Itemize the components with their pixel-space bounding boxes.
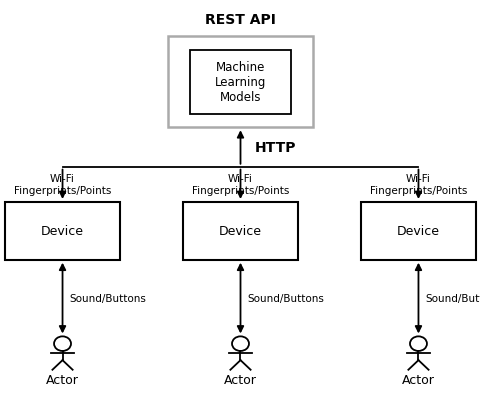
Text: Wi-Fi
Fingerprints/Points: Wi-Fi Fingerprints/Points	[14, 174, 111, 196]
Text: Sound/Buttons: Sound/Buttons	[425, 293, 480, 304]
Text: Sound/Buttons: Sound/Buttons	[70, 293, 146, 304]
Text: Actor: Actor	[224, 373, 256, 386]
Bar	[360, 202, 475, 260]
Bar	[5, 202, 120, 260]
Bar	[182, 202, 298, 260]
Bar	[190, 50, 290, 114]
Text: Actor: Actor	[46, 373, 79, 386]
Text: Machine
Learning
Models: Machine Learning Models	[215, 61, 265, 104]
Text: Device: Device	[41, 225, 84, 238]
Text: Device: Device	[396, 225, 439, 238]
Text: Device: Device	[218, 225, 262, 238]
Text: Wi-Fi
Fingerprints/Points: Wi-Fi Fingerprints/Points	[192, 174, 288, 196]
Text: HTTP: HTTP	[254, 141, 296, 154]
Text: REST API: REST API	[204, 13, 276, 27]
Text: Actor: Actor	[401, 373, 434, 386]
Text: Sound/Buttons: Sound/Buttons	[247, 293, 324, 304]
Text: Wi-Fi
Fingerprints/Points: Wi-Fi Fingerprints/Points	[369, 174, 466, 196]
Bar	[168, 37, 312, 128]
